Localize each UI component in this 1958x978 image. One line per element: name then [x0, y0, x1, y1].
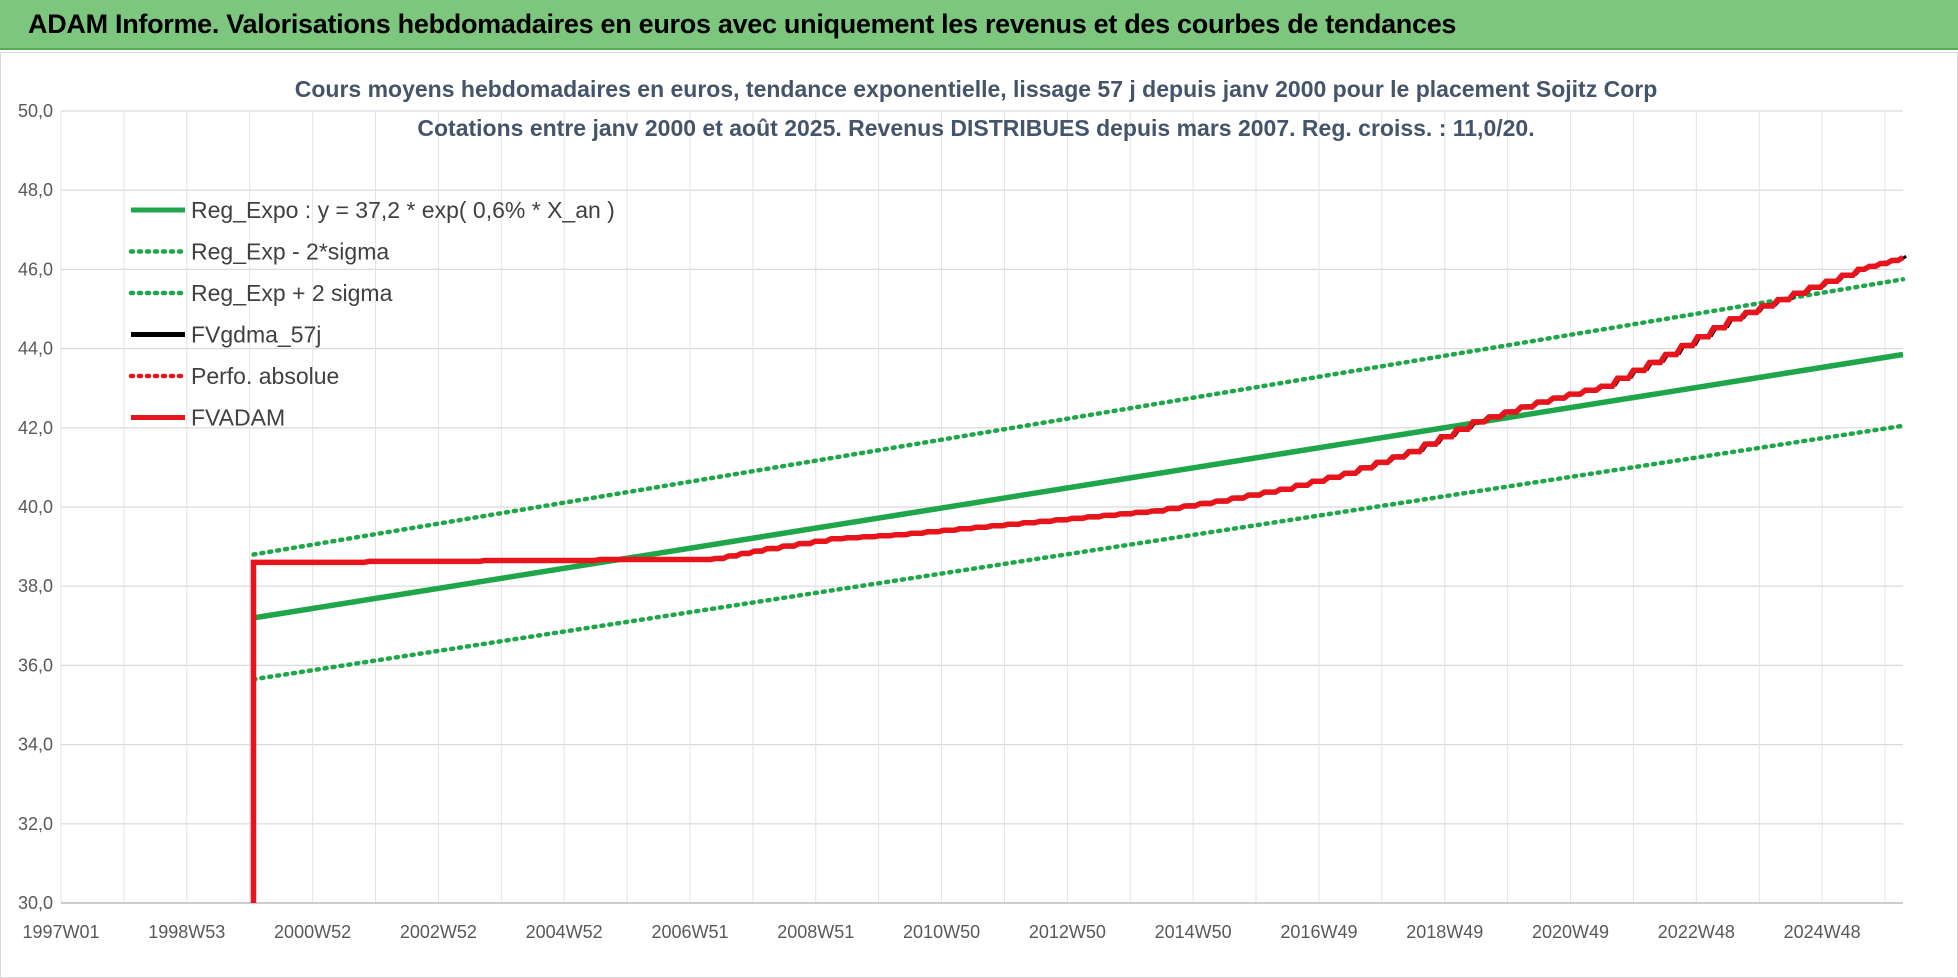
series-lines — [250, 255, 1907, 903]
y-tick-label: 30,0 — [18, 893, 53, 913]
chart-subtitle: Cotations entre janv 2000 et août 2025. … — [417, 115, 1534, 141]
x-tick-label: 1998W53 — [148, 922, 225, 942]
y-tick-label: 38,0 — [18, 576, 53, 596]
y-tick-label: 32,0 — [18, 814, 53, 834]
series-line — [251, 423, 1906, 682]
x-tick-label: 2018W49 — [1406, 922, 1483, 942]
grid-lines — [60, 110, 1903, 904]
report-title: ADAM Informe. Valorisations hebdomadaire… — [28, 9, 1457, 39]
x-tick-label: 2024W48 — [1784, 922, 1861, 942]
legend-entry: Reg_Expo : y = 37,2 * exp( 0,6% * X_an ) — [191, 197, 615, 223]
y-tick-label: 48,0 — [18, 180, 53, 200]
chart-title: Cours moyens hebdomadaires en euros, ten… — [295, 76, 1658, 102]
legend-entry: FVADAM — [191, 405, 285, 431]
y-tick-label: 50,0 — [18, 101, 53, 121]
x-tick-label: 2002W52 — [400, 922, 477, 942]
x-tick-label: 2016W49 — [1280, 922, 1357, 942]
x-tick-label: 2020W49 — [1532, 922, 1609, 942]
x-tick-label: 2022W48 — [1658, 922, 1735, 942]
x-tick-label: 2008W51 — [777, 922, 854, 942]
axis-labels: 30,0 32,0 34,0 36,0 38,0 40,0 42,0 44,0 46,0 48,0… — [18, 101, 1861, 942]
legend-entry: Perfo. absolue — [191, 363, 339, 389]
chart-area: 30,0 32,0 34,0 36,0 38,0 40,0 42,0 44,0 46,0 48,0… — [0, 52, 1958, 978]
x-tick-label: 2010W50 — [903, 922, 980, 942]
y-tick-label: 46,0 — [18, 259, 53, 279]
x-tick-label: 2000W52 — [274, 922, 351, 942]
y-tick-label: 40,0 — [18, 497, 53, 517]
legend-entry: Reg_Exp - 2*sigma — [191, 239, 389, 265]
series-line — [253, 351, 1904, 621]
series-line — [250, 255, 1905, 903]
legend-entry: FVgdma_57j — [191, 322, 321, 348]
report-banner: ADAM Informe. Valorisations hebdomadaire… — [0, 0, 1958, 50]
y-tick-label: 44,0 — [18, 339, 53, 359]
legend-entry: Reg_Exp + 2 sigma — [191, 280, 393, 306]
y-tick-label: 36,0 — [18, 655, 53, 675]
x-tick-label: 1997W01 — [22, 922, 99, 942]
x-tick-label: 2012W50 — [1029, 922, 1106, 942]
x-tick-label: 2014W50 — [1155, 922, 1232, 942]
x-tick-label: 2004W52 — [526, 922, 603, 942]
series-line — [251, 277, 1906, 557]
chart-svg: 30,0 32,0 34,0 36,0 38,0 40,0 42,0 44,0 46,0 48,0… — [18, 76, 1907, 942]
y-tick-label: 42,0 — [18, 418, 53, 438]
x-tick-label: 2006W51 — [651, 922, 728, 942]
y-tick-label: 34,0 — [18, 735, 53, 755]
legend: Reg_Expo : y = 37,2 * exp( 0,6% * X_an )… — [128, 197, 615, 431]
series-line — [718, 255, 1907, 559]
